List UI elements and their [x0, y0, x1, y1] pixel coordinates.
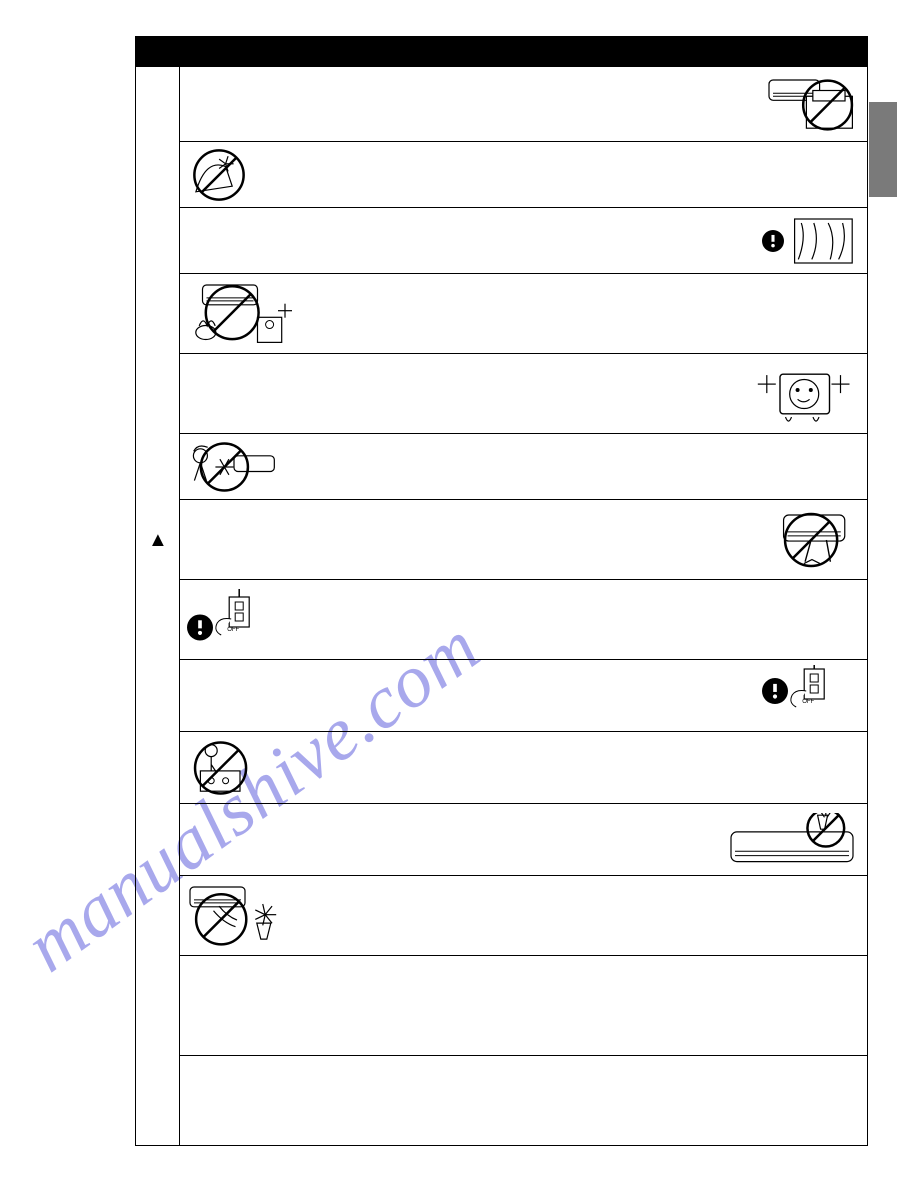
outdoor-unit-splash-icon [747, 361, 857, 427]
caution-row-5 [180, 434, 867, 500]
page-container: ▲ [135, 36, 868, 1146]
sidebar-column: ▲ [136, 67, 180, 1145]
caution-row-7: OFF [180, 580, 867, 660]
caution-row-8: OFF [180, 660, 867, 732]
caution-row-1 [180, 142, 867, 208]
caution-row-9 [180, 732, 867, 804]
svg-text:OFF: OFF [802, 699, 814, 705]
stove-under-ac-prohibit-icon [186, 281, 296, 347]
ac-plant-airflow-prohibit-icon [186, 883, 296, 949]
content-area: ▲ [136, 67, 867, 1145]
breaker-off-mandatory-icon: OFF [186, 589, 282, 651]
caution-triangle-icon: ▲ [148, 529, 168, 552]
rows-column: OFF OFF [180, 67, 867, 1145]
ac-hang-prohibit-icon [755, 509, 857, 571]
window-curtain-mandatory-icon [761, 215, 857, 267]
caution-row-4 [180, 354, 867, 434]
caution-row-0 [180, 67, 867, 142]
caution-row-12 [180, 956, 867, 1056]
airflow-person-prohibit-icon [186, 439, 282, 495]
breaker-off-mandatory-2-icon: OFF [761, 665, 857, 727]
caution-row-11 [180, 876, 867, 956]
svg-text:OFF: OFF [227, 627, 239, 633]
caution-row-6 [180, 500, 867, 580]
wet-hand-prohibit-icon [186, 147, 252, 203]
caution-row-13 [180, 1056, 867, 1144]
caution-row-2 [180, 208, 867, 274]
header-bar [136, 37, 867, 67]
ac-furniture-prohibit-icon [765, 76, 857, 134]
carry-box-prohibit-icon [186, 739, 258, 797]
vase-on-ac-prohibit-icon [727, 813, 857, 867]
side-tab [869, 102, 897, 197]
caution-row-3 [180, 274, 867, 354]
caution-row-10 [180, 804, 867, 876]
